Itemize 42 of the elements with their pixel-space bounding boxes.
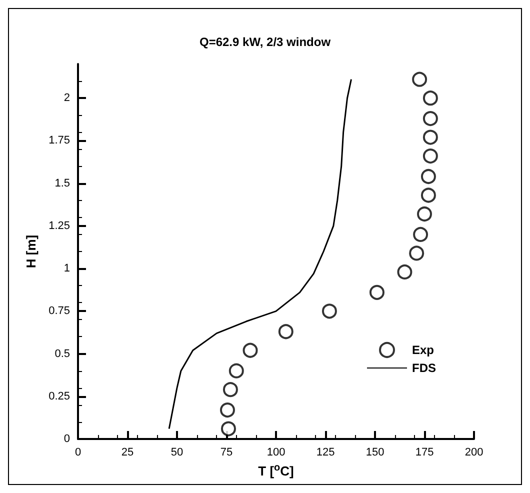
point [422,111,438,126]
chart-title: Q=62.9 kW, 2/3 window [199,35,332,49]
y-tick-label: 0.25 [48,390,70,402]
point [242,342,258,358]
point [220,402,235,418]
point [417,206,432,222]
y-tick-label: 0.75 [48,305,70,318]
point [397,264,412,280]
point [422,148,438,164]
y-tick-label: 0.5 [54,348,70,360]
y-tick-label: 1.75 [48,134,70,147]
point [422,130,438,145]
y-axis-title: H [m] [24,234,39,268]
point [222,382,238,398]
point [413,226,428,242]
y-tick-label: 2 [64,92,70,104]
y-tick-label: 1 [64,262,70,275]
point [220,421,236,436]
x-tick-label: 50 [170,446,184,458]
point [369,284,384,300]
x-tick-label: 75 [220,446,233,458]
legend-label: FDS [412,361,436,375]
line-series [168,78,352,430]
x-tick-label: 25 [121,446,134,458]
point [420,169,436,184]
point [420,188,436,203]
x-tick-label: 0 [74,446,82,458]
point [322,304,337,319]
y-tick-label: 0 [64,433,70,445]
point [278,324,294,340]
legend-label: Exp [412,343,434,357]
point [422,90,438,106]
x-tick-label: 100 [266,446,286,458]
x-tick-label: 150 [366,446,384,458]
point [412,72,428,87]
point [228,363,244,378]
x-tick-label: 200 [464,446,484,458]
x-tick-label: 175 [415,446,434,458]
point [409,246,424,261]
y-tick-label: 1.5 [54,177,70,190]
x-tick-label: 125 [316,446,335,458]
y-tick-label: 1.25 [48,220,70,232]
